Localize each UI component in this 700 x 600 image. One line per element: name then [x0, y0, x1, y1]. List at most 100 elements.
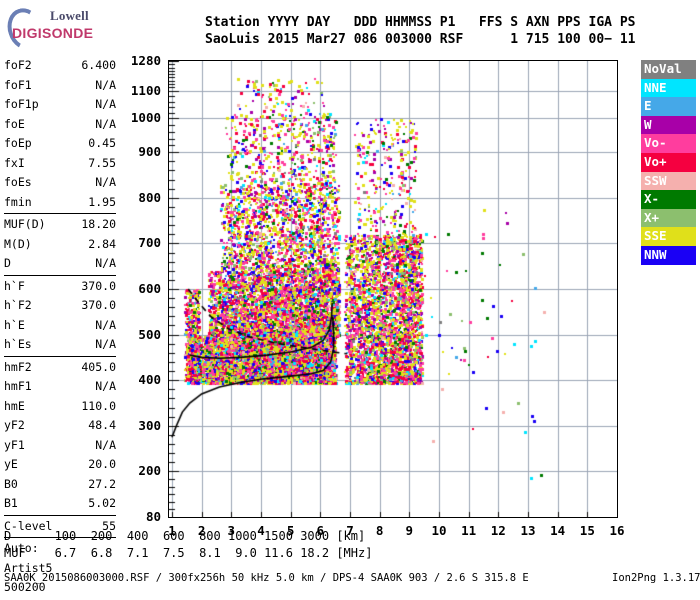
- y-tick-label: 300: [138, 417, 161, 433]
- auto-scaler-line: Artist5: [4, 560, 53, 575]
- legend-item-e[interactable]: E: [641, 97, 696, 116]
- legend-item-vo[interactable]: Vo+: [641, 152, 696, 172]
- x-tick-label: 14: [550, 523, 566, 538]
- param-key: h`Es: [4, 337, 32, 351]
- lowell-digisonde-logo: Lowell DIGISONDE: [2, 3, 118, 55]
- param-value: N/A: [95, 175, 116, 189]
- param-key: foEp: [4, 136, 32, 150]
- param-row-hme: hmE 110.0: [4, 397, 116, 417]
- muf-table-row-muf: MUF 6.7 6.8 7.1 7.5 8.1 9.0 11.6 18.2 [M…: [4, 546, 373, 560]
- param-value: 370.0: [81, 278, 116, 293]
- param-value: 48.4: [88, 418, 116, 432]
- muf-table-row-d: D 100 200 400 600 800 1000 1500 3000 [km…: [4, 529, 366, 543]
- param-key: foE: [4, 116, 25, 131]
- y-tick-label: 700: [138, 235, 161, 251]
- param-value: 27.2: [88, 476, 116, 491]
- station-header: Station YYYY DAY DDD HHMMSS P1 FFS S AXN…: [205, 14, 635, 48]
- x-tick-label: 8: [375, 523, 384, 538]
- auto-scaler-line: 500200: [4, 580, 46, 594]
- param-key: foF2: [4, 58, 32, 72]
- param-row-foes: foEs N/A: [4, 173, 116, 193]
- param-value: N/A: [95, 97, 116, 111]
- param-key: yF1: [4, 437, 25, 452]
- param-row-hmf2: hmF2 405.0: [4, 358, 116, 378]
- param-row-yf2: yF2 48.4: [4, 416, 116, 436]
- ionogram-scatter-canvas: [169, 61, 617, 517]
- param-value: 370.0: [81, 298, 116, 312]
- x-tick-label: 11: [461, 523, 477, 538]
- param-value: 20.0: [88, 457, 116, 471]
- legend-item-ssw[interactable]: SSW: [641, 171, 696, 191]
- x-tick-label: 5: [286, 523, 295, 538]
- param-key: hmE: [4, 398, 25, 413]
- param-key: foF1: [4, 77, 32, 92]
- x-tick-label: 4: [257, 523, 265, 538]
- param-key: C-level: [4, 518, 53, 533]
- param-key: hmF1: [4, 379, 32, 393]
- x-tick-label: 15: [579, 523, 595, 538]
- legend-item-vo[interactable]: Vo-: [641, 134, 696, 153]
- y-tick-label: 80: [145, 509, 161, 524]
- param-row-d: D N/A: [4, 254, 116, 274]
- legend-item-w[interactable]: W: [641, 115, 696, 135]
- x-tick-label: 7: [346, 523, 354, 538]
- param-group-divider: [4, 355, 116, 357]
- x-tick-label: 2: [197, 523, 206, 538]
- logo-lowell-text: Lowell: [50, 8, 89, 23]
- param-key: hmF2: [4, 359, 32, 374]
- param-value: 1.95: [88, 194, 116, 209]
- param-row-md: M(D) 2.84: [4, 235, 116, 255]
- param-value: N/A: [95, 116, 116, 131]
- y-tick-label: 800: [138, 189, 161, 205]
- param-row-fof2: foF2 6.400: [4, 56, 116, 76]
- x-tick-label: 12: [490, 523, 506, 538]
- param-row-foe: foE N/A: [4, 115, 116, 135]
- x-tick-label: 10: [431, 523, 447, 538]
- param-row-foep: foEp 0.45: [4, 134, 116, 154]
- y-tick-label: 500: [138, 326, 161, 342]
- param-row-fmin: fmin 1.95: [4, 193, 116, 213]
- param-group-divider: [4, 537, 116, 538]
- param-value: 18.20: [81, 217, 116, 231]
- y-tick-label: 1100: [130, 82, 161, 98]
- param-value: N/A: [95, 337, 116, 351]
- param-row-clevel: C-level 55: [4, 517, 116, 537]
- software-version-label: Ion2Png 1.3.17: [612, 572, 700, 584]
- file-info-footer: SAA0K_2015086003000.RSF / 300fx256h 50 k…: [4, 572, 529, 584]
- param-row-yf1: yF1 N/A: [4, 436, 116, 456]
- param-row-b1: B1 5.02: [4, 494, 116, 514]
- y-tick-label: 900: [138, 144, 161, 160]
- logo-digisonde-text: DIGISONDE: [12, 25, 94, 41]
- param-row-fof1p: foF1p N/A: [4, 95, 116, 115]
- param-value: 55: [102, 518, 116, 533]
- param-value: N/A: [95, 437, 116, 452]
- y-tick-label: 1000: [130, 110, 161, 125]
- param-value: 405.0: [81, 359, 116, 374]
- y-tick-label: 400: [138, 372, 161, 388]
- param-row-fxi: fxI 7.55: [4, 154, 116, 174]
- param-value: N/A: [95, 317, 116, 332]
- legend-item-sse[interactable]: SSE: [641, 227, 696, 246]
- x-tick-label: 1: [168, 523, 176, 538]
- x-tick-label: 9: [405, 523, 414, 538]
- param-row-mufd: MUF(D) 18.20: [4, 215, 116, 235]
- param-key: h`F2: [4, 298, 32, 312]
- param-row-hes: h`Es N/A: [4, 335, 116, 355]
- legend-item-nnw[interactable]: NNW: [641, 245, 696, 265]
- param-row-fof1: foF1 N/A: [4, 76, 116, 96]
- legend-item-nne[interactable]: NNE: [641, 78, 696, 98]
- param-row-b0: B0 27.2: [4, 475, 116, 495]
- legend-item-x[interactable]: X+: [641, 208, 696, 228]
- param-value: 2.84: [88, 236, 116, 251]
- param-key: foEs: [4, 175, 32, 189]
- param-group-divider: [4, 514, 116, 516]
- legend-item-noval[interactable]: NoVal: [641, 60, 696, 79]
- param-value: N/A: [95, 77, 116, 92]
- legend-item-x[interactable]: X-: [641, 190, 696, 209]
- param-key: MUF(D): [4, 217, 46, 231]
- param-key: B0: [4, 476, 18, 491]
- param-row-ye: yE 20.0: [4, 455, 116, 475]
- y-tick-label: 200: [138, 463, 161, 479]
- auto-scaler-line: Auto:: [4, 541, 39, 555]
- param-key: B1: [4, 496, 18, 510]
